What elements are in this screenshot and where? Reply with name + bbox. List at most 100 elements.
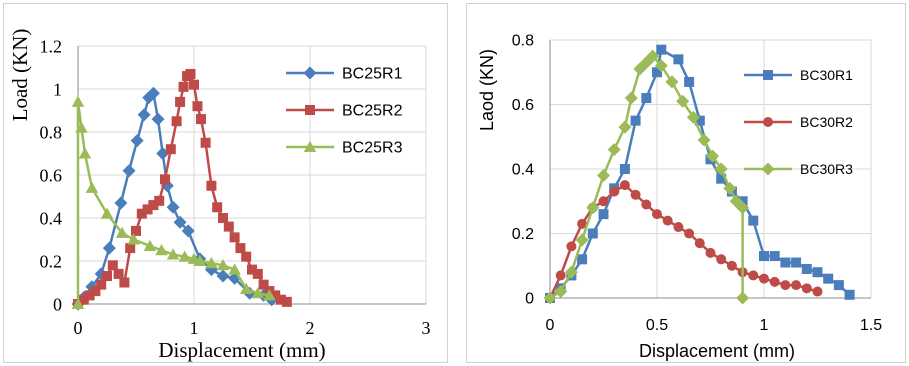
data-point-BC30R1	[716, 173, 727, 184]
y-tick-label: 0.4	[40, 208, 63, 228]
data-point-BC25R2	[276, 294, 286, 305]
data-point-BC30R2	[619, 180, 630, 191]
data-point-BC25R2	[90, 286, 101, 297]
data-point-BC30R3	[646, 49, 660, 63]
data-point-BC25R2	[223, 221, 234, 232]
data-point-BC25R3	[78, 147, 92, 159]
data-point-BC30R2	[716, 254, 727, 265]
data-point-BC25R1	[216, 269, 230, 283]
y-tick-label: 1	[53, 79, 62, 99]
data-point-BC25R3	[178, 250, 191, 262]
data-point-BC30R1	[619, 164, 630, 174]
data-point-BC30R1	[641, 93, 652, 104]
data-point-BC25R2	[252, 268, 263, 279]
data-point-BC30R2	[769, 276, 780, 287]
data-point-BC25R2	[160, 174, 170, 185]
data-point-BC25R2	[206, 180, 217, 191]
x-tick-label: 0	[74, 318, 83, 338]
data-point-BC30R3	[736, 201, 750, 215]
chart-panel-left: 0 0.2 0.4 0.6 0.8 1 1.2 0 1 2 3 Displacement (mm) Lo…	[0, 0, 451, 366]
data-point-BC30R3	[575, 233, 589, 247]
legend-marker-BC25R2	[305, 105, 315, 115]
x-tick-label: 0.5	[646, 317, 668, 334]
data-point-BC30R3	[686, 110, 700, 124]
data-point-BC30R2	[609, 186, 620, 197]
legend-label-BC30R1: BC30R1	[800, 67, 853, 83]
data-point-BC30R2	[555, 270, 566, 281]
data-point-BC25R3	[75, 121, 88, 133]
data-point-BC30R1	[801, 263, 812, 274]
data-point-BC25R2	[113, 268, 124, 279]
data-point-BC30R1	[780, 257, 791, 268]
data-point-BC30R2	[694, 238, 705, 249]
data-point-BC30R1	[577, 254, 588, 265]
data-point-BC25R3	[85, 181, 99, 193]
data-point-BC25R2	[107, 260, 118, 271]
data-point-BC30R1	[587, 228, 598, 239]
data-point-BC25R2	[185, 68, 196, 79]
y-tick-label: 1.2	[40, 36, 63, 56]
data-point-BC30R2	[759, 273, 769, 284]
data-point-BC25R3	[143, 239, 157, 251]
data-point-BC30R1	[656, 44, 667, 55]
data-point-BC25R2	[218, 213, 228, 223]
data-point-BC25R2	[131, 225, 141, 236]
data-point-BC30R1	[844, 289, 855, 300]
legend-label-BC25R2: BC25R2	[342, 103, 403, 120]
data-point-BC25R3	[71, 95, 85, 107]
data-point-BC30R3	[618, 120, 632, 134]
data-point-BC25R2	[78, 294, 89, 305]
data-point-BC30R1	[812, 267, 823, 278]
data-point-BC25R2	[281, 296, 292, 307]
data-point-BC30R2	[577, 218, 588, 229]
legend-label-BC30R2: BC30R2	[800, 114, 853, 130]
data-point-BC30R2	[598, 196, 609, 207]
data-point-BC30R3	[624, 91, 638, 105]
data-point-BC25R3	[205, 256, 218, 269]
data-point-BC25R3	[115, 226, 129, 239]
x-tick-label: 0	[546, 317, 555, 334]
data-point-BC25R1	[181, 224, 195, 238]
data-point-BC30R2	[652, 209, 662, 220]
data-point-BC30R1	[769, 251, 780, 262]
legend-marker-BC30R3	[761, 162, 775, 176]
data-point-BC25R2	[241, 251, 252, 262]
x-tick-label: 1.5	[860, 317, 882, 334]
legend-marker-BC30R1	[763, 70, 773, 80]
y-tick-label: 0	[525, 291, 534, 308]
data-point-BC30R1	[694, 115, 705, 126]
data-point-BC25R2	[270, 290, 281, 301]
legend-label-BC25R1: BC25R1	[342, 66, 403, 83]
chart-left: 0 0.2 0.4 0.6 0.8 1 1.2 0 1 2 3 Displacement (mm) Lo…	[8, 29, 431, 362]
y-tick-label: 0.8	[512, 33, 534, 50]
data-point-BC30R1	[598, 209, 609, 220]
data-point-BC25R2	[84, 290, 95, 301]
data-point-BC30R1	[791, 257, 802, 268]
data-point-BC30R2	[630, 189, 641, 200]
data-point-BC30R2	[780, 280, 791, 291]
legend-marker-BC30R2	[763, 117, 773, 127]
data-point-BC25R1	[151, 112, 165, 126]
y-tick-label: 0.8	[40, 122, 63, 142]
legend-marker-BC25R3	[303, 140, 317, 152]
data-point-BC25R2	[189, 79, 199, 90]
data-point-BC25R2	[175, 96, 186, 107]
data-point-BC30R3	[597, 168, 610, 182]
data-point-BC25R1	[137, 108, 151, 122]
y-tick-label: 0.6	[40, 165, 63, 185]
data-point-BC25R3	[193, 254, 207, 266]
data-point-BC30R1	[823, 273, 834, 284]
data-point-BC30R3	[564, 265, 578, 279]
data-point-BC30R3	[706, 149, 720, 163]
data-point-BC30R3	[586, 201, 600, 215]
data-point-BC25R2	[192, 101, 203, 112]
data-point-BC25R1	[102, 241, 116, 255]
data-point-BC30R2	[791, 280, 802, 291]
legend-marker-BC25R1	[303, 66, 317, 80]
data-point-BC25R2	[171, 116, 182, 127]
data-point-BC30R2	[673, 222, 684, 233]
data-point-BC30R1	[652, 67, 662, 78]
data-point-BC25R2	[119, 277, 130, 288]
y-tick-label: 0.4	[512, 162, 534, 179]
data-point-BC25R2	[148, 200, 159, 211]
